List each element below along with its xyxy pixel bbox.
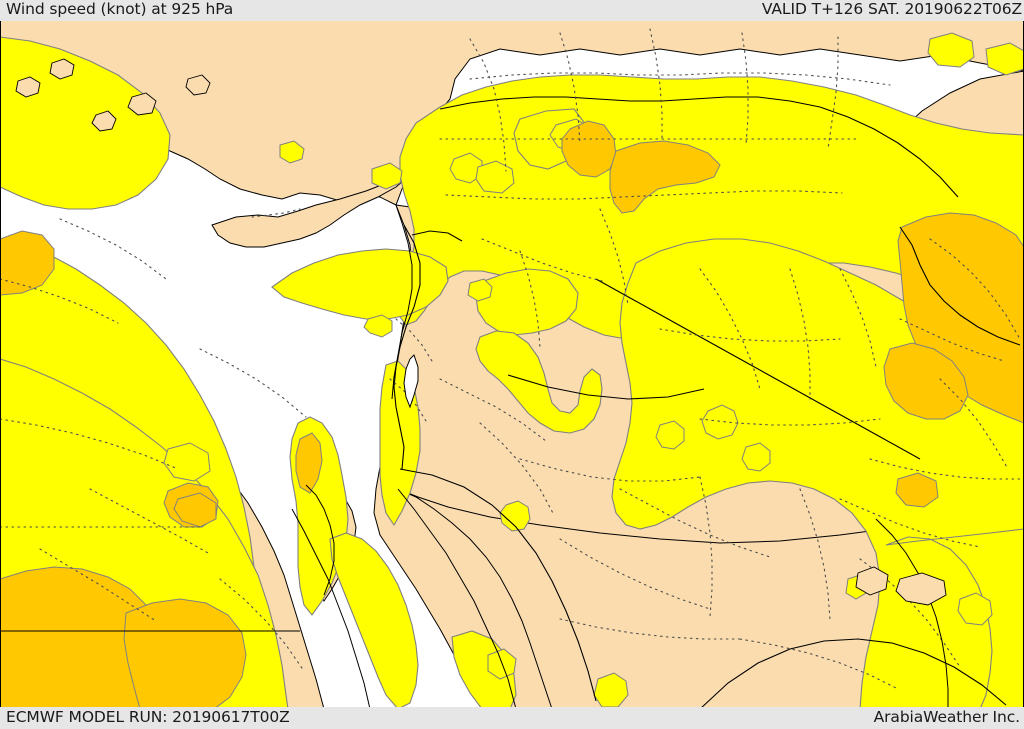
valid-time-label: VALID T+126 SAT. 20190622T06Z	[761, 0, 1022, 18]
islands-layer	[15, 58, 947, 606]
province-borders-dotted	[0, 28, 1021, 690]
footer-bar: ECMWF MODEL RUN: 20190617T00Z ArabiaWeat…	[0, 707, 1024, 729]
map-canvas[interactable]	[0, 19, 1024, 709]
coastline-layer	[291, 204, 949, 709]
page-title: Wind speed (knot) at 925 hPa	[6, 0, 234, 18]
weather-map-svg	[0, 19, 1024, 709]
header-bar: Wind speed (knot) at 925 hPa VALID T+126…	[0, 0, 1024, 21]
model-run-label: ECMWF MODEL RUN: 20190617T00Z	[6, 708, 290, 726]
wind-fill-gold-layer	[0, 120, 1024, 709]
country-borders-solid	[0, 96, 1021, 709]
provider-credit: ArabiaWeather Inc.	[873, 708, 1020, 726]
